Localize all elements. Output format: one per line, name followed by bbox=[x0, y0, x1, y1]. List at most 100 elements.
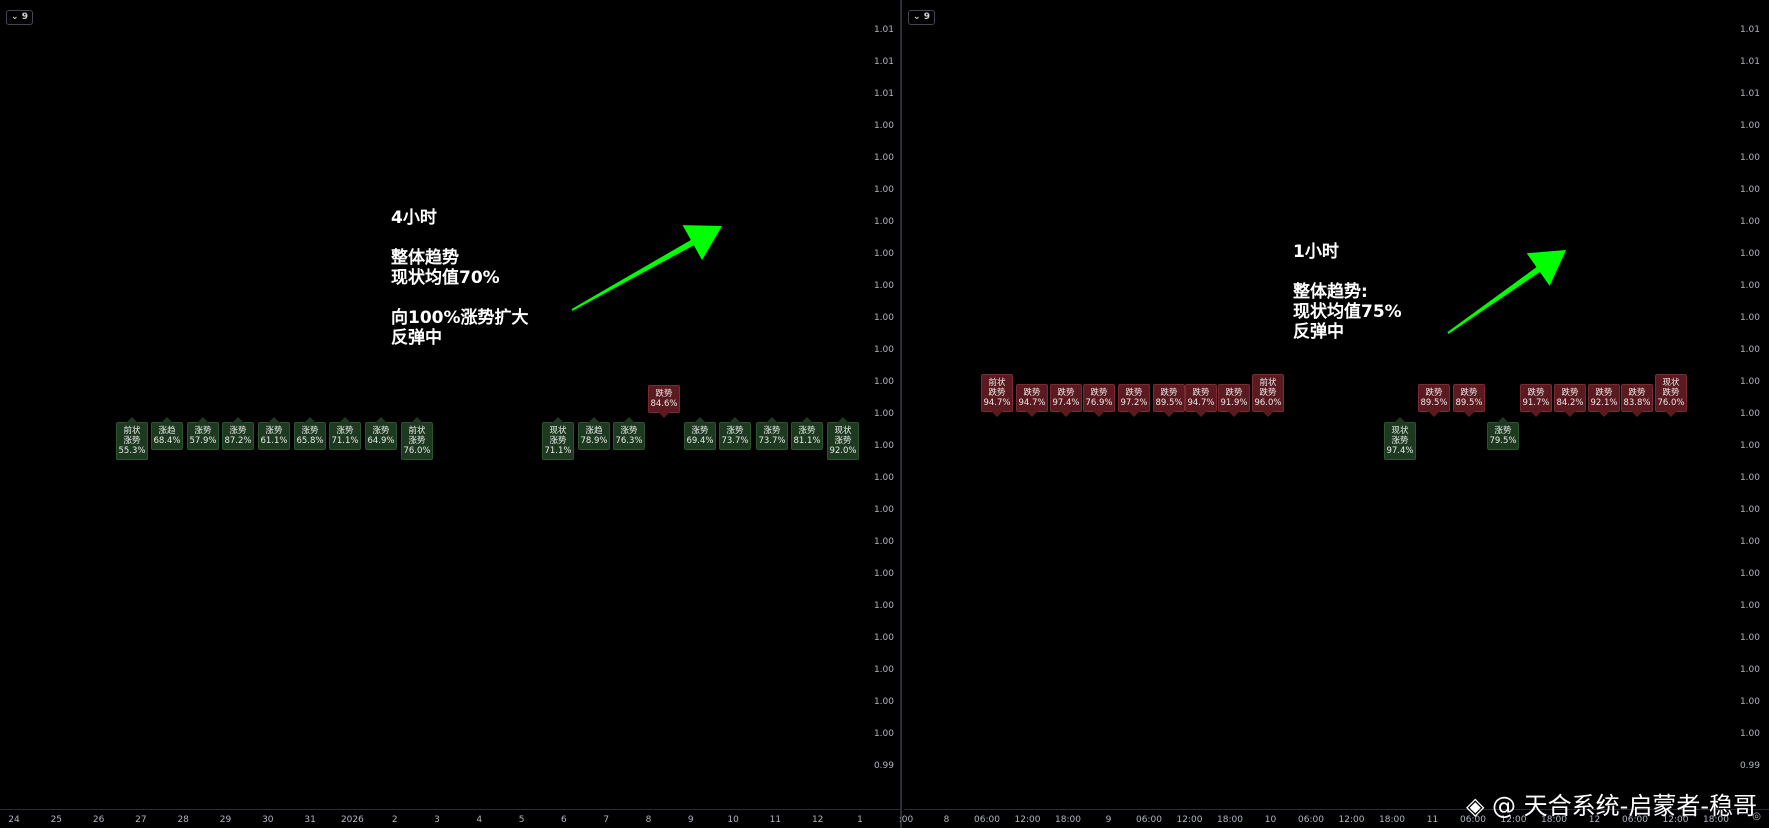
marker-label: 现状 涨势 bbox=[834, 426, 852, 446]
chart-panel-1h[interactable]: ⌄ 9 1.01 1.01 1.01 1.00 1.00 1.00 1.00 1.00 1.00… bbox=[899, 0, 1769, 828]
price-label: 1.00 bbox=[1739, 441, 1760, 451]
price-label: 1.00 bbox=[1739, 697, 1760, 707]
marker-label: 涨势 bbox=[726, 426, 744, 436]
price-label: 1.00 bbox=[873, 601, 894, 611]
downtrend-marker: 跌势 94.7% bbox=[1016, 384, 1048, 417]
marker-value: 55.3% bbox=[118, 446, 146, 456]
time-label: 06:00 bbox=[1622, 815, 1648, 825]
annotation-text: 4小时 整体趋势 现状均值70% 向100%涨势扩大 反弹中 bbox=[391, 208, 529, 348]
marker-value: 91.7% bbox=[1522, 398, 1550, 408]
interval-dropdown[interactable]: ⌄ 9 bbox=[6, 10, 33, 25]
time-label: 12 bbox=[1588, 815, 1601, 825]
marker-value: 61.1% bbox=[260, 436, 288, 446]
marker-label: 现状 跌势 bbox=[1662, 378, 1680, 398]
price-axis[interactable]: 1.01 1.01 1.01 1.00 1.00 1.00 1.00 1.00 1.00 1.00… bbox=[860, 0, 900, 808]
marker-label: 跌势 bbox=[1595, 388, 1613, 398]
uptrend-marker: 涨势 61.1% bbox=[258, 417, 290, 450]
uptrend-marker: 涨趋 78.9% bbox=[578, 417, 610, 450]
price-label: 1.01 bbox=[1739, 25, 1760, 35]
time-label: 18:00 bbox=[1055, 815, 1081, 825]
chart-panel-4h[interactable]: ⌄ 9 1.01 1.01 1.01 1.00 1.00 1.00 1.00 1.00 1.00… bbox=[0, 0, 902, 828]
price-label: 1.00 bbox=[1739, 281, 1760, 291]
marker-label: 涨势 bbox=[372, 426, 390, 436]
price-label: 1.00 bbox=[873, 441, 894, 451]
marker-value: 78.9% bbox=[580, 436, 608, 446]
marker-label: 前状 涨势 bbox=[123, 426, 141, 446]
marker-label: 跌势 bbox=[1057, 388, 1075, 398]
time-label: 06:00 bbox=[974, 815, 1000, 825]
price-label: 1.01 bbox=[873, 57, 894, 67]
settings-icon[interactable]: ◎ bbox=[1752, 811, 1761, 822]
uptrend-marker: 涨势 76.3% bbox=[613, 417, 645, 450]
marker-value: 92.0% bbox=[829, 446, 857, 456]
price-label: 1.00 bbox=[1739, 313, 1760, 323]
marker-label: 跌势 bbox=[1628, 388, 1646, 398]
price-label: 1.00 bbox=[873, 121, 894, 131]
time-axis[interactable]: 24 25 26 27 28 29 30 31 2026 2 3 4 5 6 7 8 9 10 11 12 1 bbox=[0, 809, 900, 828]
uptrend-marker: 涨势 73.7% bbox=[719, 417, 751, 450]
time-label: 2 bbox=[391, 815, 398, 825]
uptrend-marker: 涨势 64.9% bbox=[365, 417, 397, 450]
time-label: 1 bbox=[857, 815, 863, 825]
time-label: 8 bbox=[943, 815, 950, 825]
marker-value: 89.5% bbox=[1420, 398, 1448, 408]
marker-label: 现状 涨势 bbox=[1391, 426, 1409, 446]
time-label: 24 bbox=[8, 815, 20, 825]
marker-label: 涨势 bbox=[229, 426, 247, 436]
marker-value: 89.5% bbox=[1155, 398, 1183, 408]
price-label: 1.00 bbox=[1739, 377, 1760, 387]
marker-value: 76.0% bbox=[403, 446, 431, 456]
marker-value: 94.7% bbox=[983, 398, 1011, 408]
marker-label: 跌势 bbox=[1527, 388, 1545, 398]
uptrend-marker: 现状 涨势 97.4% bbox=[1384, 417, 1416, 460]
price-label: 1.00 bbox=[1739, 217, 1760, 227]
marker-value: 81.1% bbox=[793, 436, 821, 446]
marker-label: 涨势 bbox=[620, 426, 638, 436]
marker-label: 跌势 bbox=[1561, 388, 1579, 398]
uptrend-marker: 涨势 79.5% bbox=[1487, 417, 1519, 450]
uptrend-marker: 涨势 57.9% bbox=[187, 417, 219, 450]
interval-value: 9 bbox=[923, 12, 930, 22]
uptrend-marker: 涨趋 68.4% bbox=[151, 417, 183, 450]
marker-value: 71.1% bbox=[544, 446, 572, 456]
price-label: 1.00 bbox=[1739, 409, 1760, 419]
marker-label: 涨势 bbox=[763, 426, 781, 436]
marker-label: 跌势 bbox=[1023, 388, 1041, 398]
downtrend-marker: 跌势 89.5% bbox=[1453, 384, 1485, 417]
downtrend-marker: 跌势 84.2% bbox=[1554, 384, 1586, 417]
price-label: 1.00 bbox=[1739, 729, 1760, 739]
downtrend-marker: 跌势 89.5% bbox=[1153, 384, 1185, 417]
marker-value: 92.1% bbox=[1590, 398, 1618, 408]
price-label: 1.00 bbox=[1739, 633, 1760, 643]
interval-value: 9 bbox=[21, 12, 28, 22]
marker-value: 83.8% bbox=[1623, 398, 1651, 408]
marker-value: 73.7% bbox=[721, 436, 749, 446]
price-label: 1.00 bbox=[873, 665, 894, 675]
marker-label: 涨势 bbox=[798, 426, 816, 436]
price-label: 1.00 bbox=[1739, 665, 1760, 675]
time-label: 27 bbox=[135, 815, 147, 825]
time-label: 2026 bbox=[340, 815, 364, 825]
marker-value: 76.3% bbox=[615, 436, 643, 446]
marker-value: 73.7% bbox=[758, 436, 786, 446]
downtrend-marker: 跌势 91.9% bbox=[1218, 384, 1250, 417]
marker-value: 97.4% bbox=[1386, 446, 1414, 456]
time-label: 4 bbox=[476, 815, 483, 825]
uptrend-marker: 涨势 69.4% bbox=[684, 417, 716, 450]
price-label: 1.00 bbox=[873, 185, 894, 195]
marker-value: 87.2% bbox=[224, 436, 252, 446]
time-label: 5 bbox=[518, 815, 525, 825]
price-axis[interactable]: 1.01 1.01 1.01 1.00 1.00 1.00 1.00 1.00 1.00 1.00… bbox=[1726, 0, 1766, 808]
time-axis[interactable]: :00 8 06:00 12:00 18:00 9 06:00 12:00 18:00 10 06:… bbox=[899, 809, 1769, 828]
price-label: 1.01 bbox=[1739, 57, 1760, 67]
watermark-text: @ 天合系统-启蒙者-稳哥 bbox=[1492, 792, 1757, 820]
downtrend-marker: 跌势 89.5% bbox=[1418, 384, 1450, 417]
time-label: 10 bbox=[727, 815, 739, 825]
uptrend-marker: 现状 涨势 92.0% bbox=[827, 417, 859, 460]
price-label: 1.00 bbox=[873, 697, 894, 707]
marker-value: 76.0% bbox=[1657, 398, 1685, 408]
marker-value: 65.8% bbox=[296, 436, 324, 446]
interval-dropdown[interactable]: ⌄ 9 bbox=[908, 10, 935, 25]
price-label: 1.00 bbox=[873, 313, 894, 323]
uptrend-marker: 涨势 87.2% bbox=[222, 417, 254, 450]
